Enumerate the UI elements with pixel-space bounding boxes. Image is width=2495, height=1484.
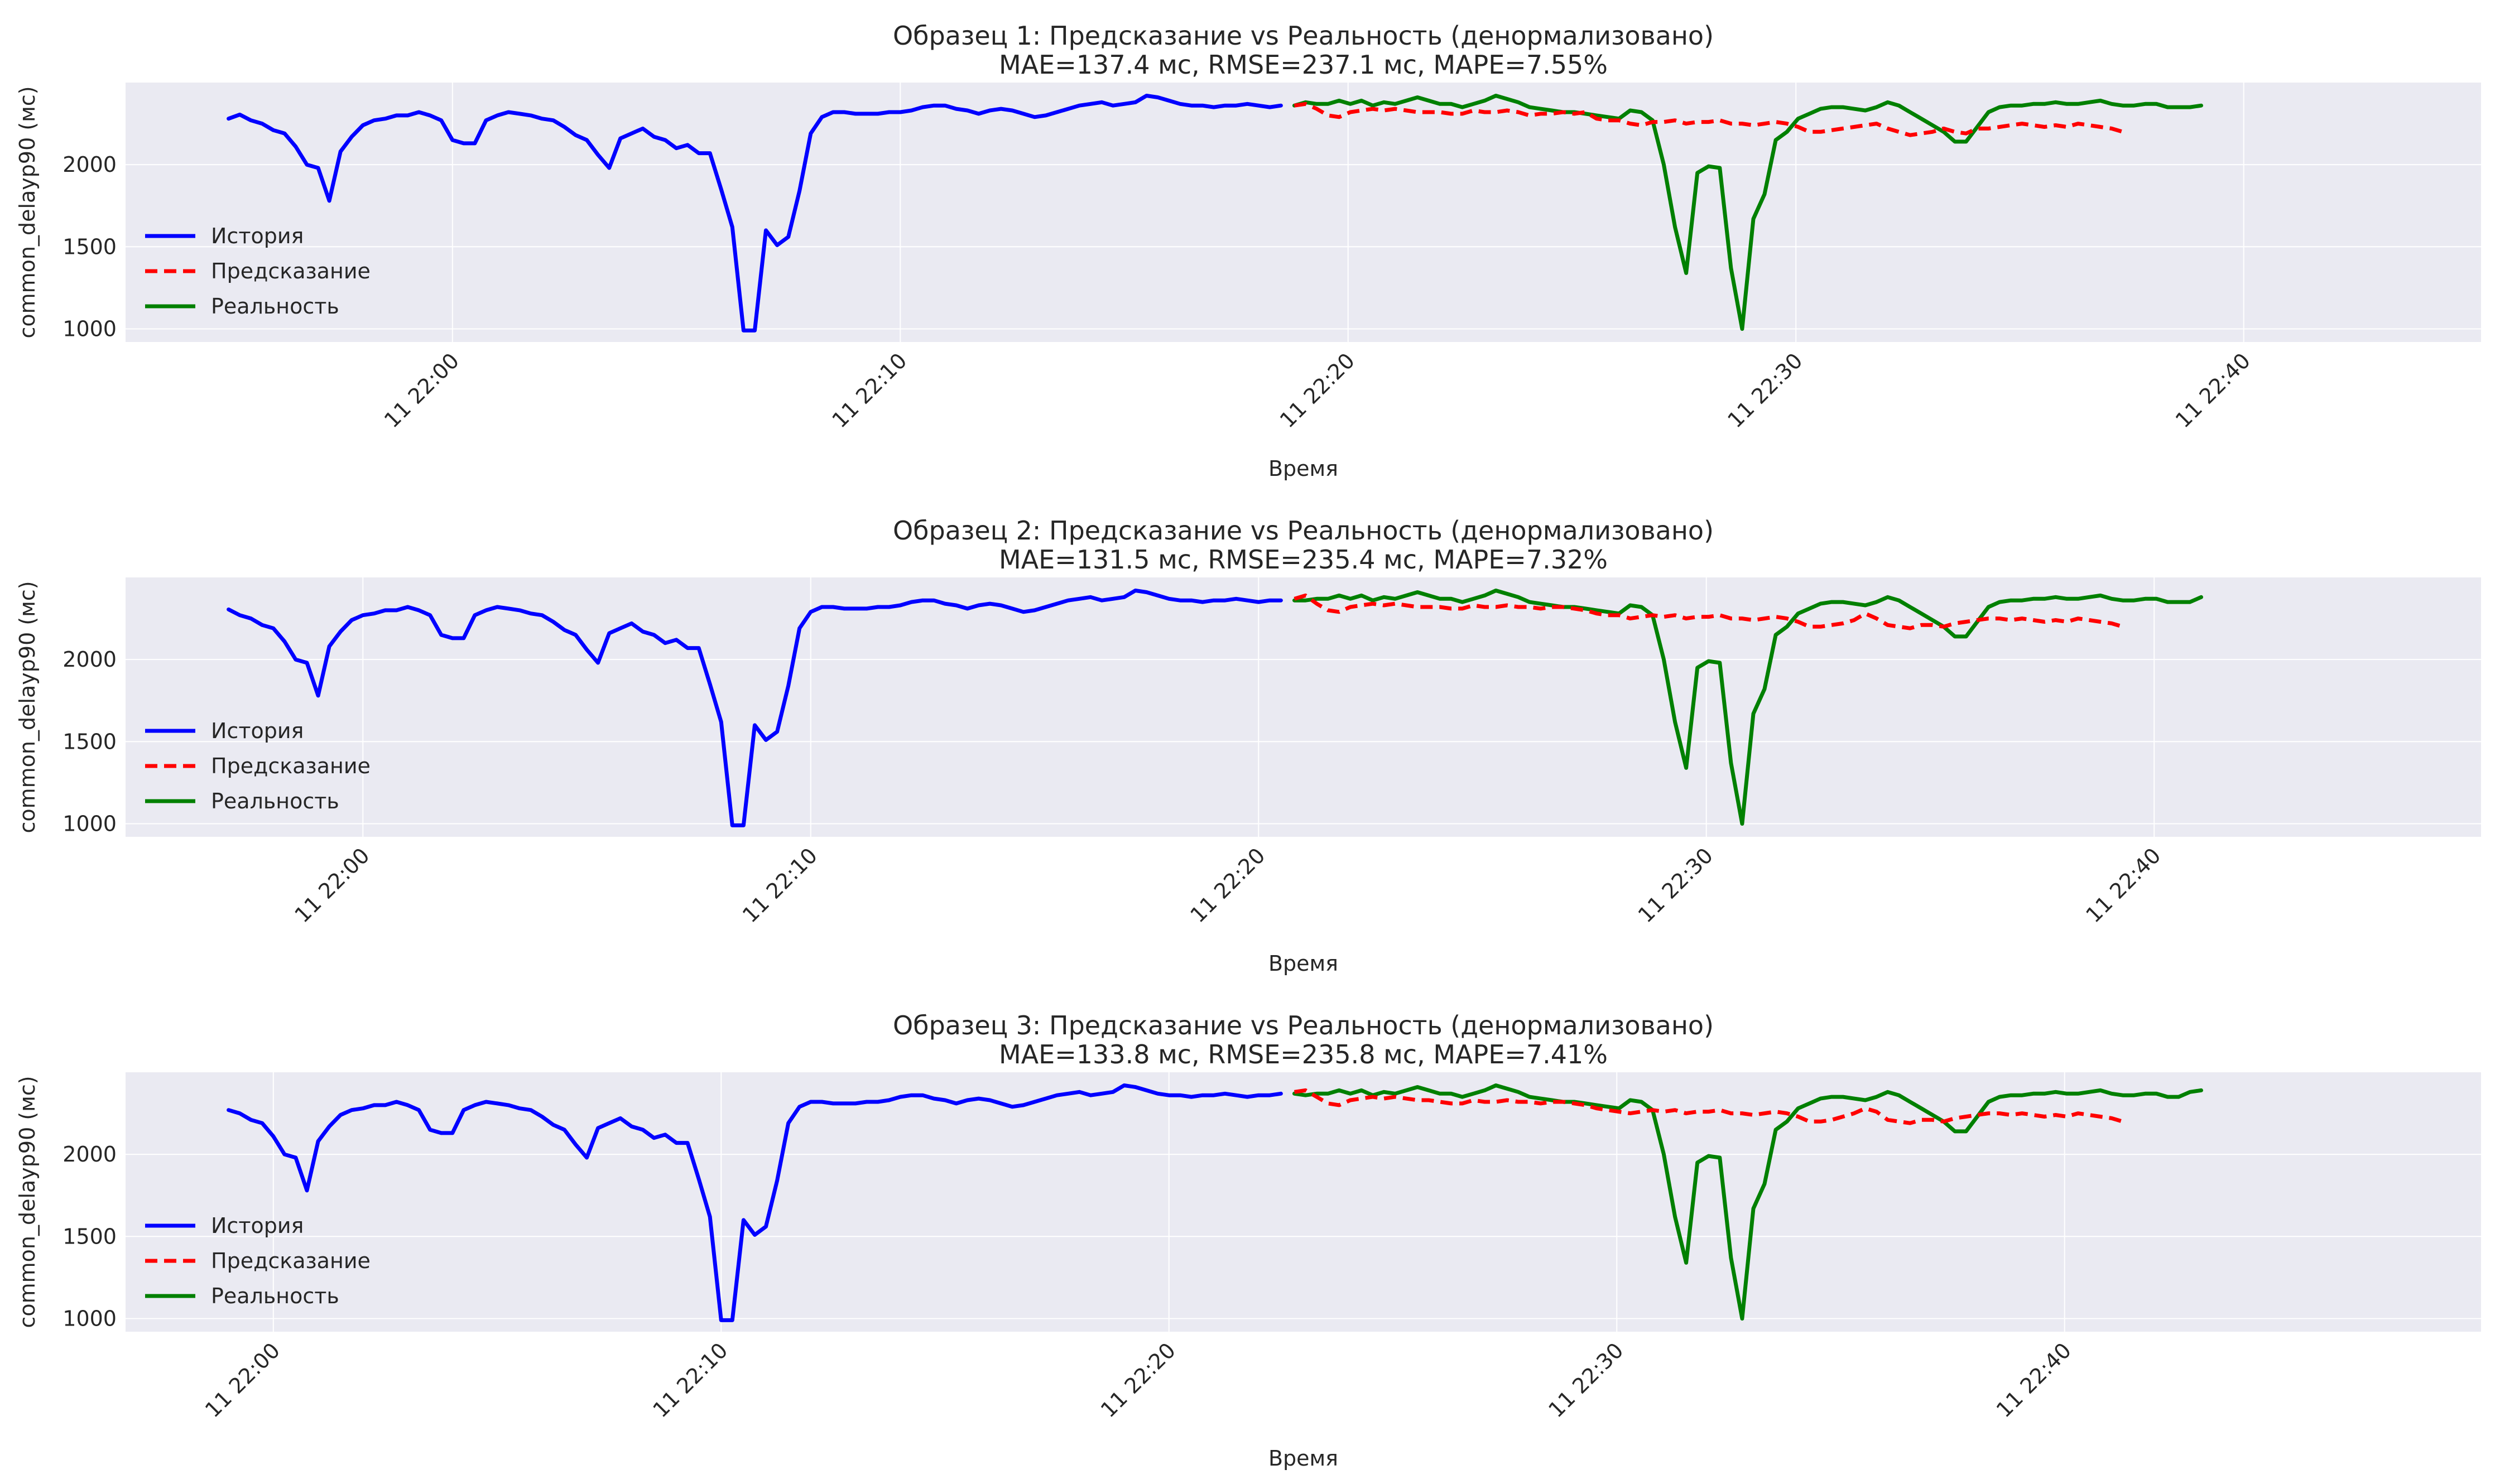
y-tick-label: 2000	[63, 152, 117, 177]
x-tick-label: 11 22:40	[1992, 1338, 2076, 1422]
y-tick-label: 1000	[63, 316, 117, 341]
chart-subtitle: MAE=133.8 мс, RMSE=235.8 мс, MAPE=7.41%	[999, 1039, 1608, 1069]
x-axis-label: Время	[1268, 951, 1338, 976]
series-line-1	[227, 94, 1283, 333]
y-tick-label: 1500	[63, 1224, 117, 1249]
subplot-3: Образец 3: Предсказание vs Реальность (д…	[15, 1010, 2481, 1471]
y-tick-label: 2000	[63, 647, 117, 672]
x-tick-label: 11 22:20	[1275, 348, 1359, 432]
series-line-3	[1292, 1083, 2203, 1321]
x-tick-label: 11 22:00	[379, 348, 464, 432]
x-tick-label: 11 22:30	[1544, 1338, 1628, 1422]
plot-area	[126, 1072, 2481, 1332]
legend-entry: Реальность	[211, 294, 339, 319]
plot-area	[126, 83, 2481, 342]
x-tick-label: 11 22:10	[648, 1338, 732, 1422]
x-tick-label: 11 22:30	[1633, 843, 1718, 927]
x-tick-label: 11 22:30	[1723, 348, 1807, 432]
series-line-2	[1294, 1088, 2123, 1125]
legend-entry: История	[211, 1213, 304, 1238]
y-tick-label: 1500	[63, 729, 117, 754]
x-tick-label: 11 22:10	[738, 843, 822, 927]
y-tick-label: 1500	[63, 234, 117, 259]
legend-entry: Реальность	[211, 789, 339, 813]
series-line-2	[1294, 102, 2123, 137]
x-tick-label: 11 22:20	[1185, 843, 1270, 927]
chart-title: Образец 1: Предсказание vs Реальность (д…	[893, 21, 1714, 51]
series-line-3	[1292, 589, 2203, 826]
y-axis-label: common_delayp90 (мс)	[15, 581, 40, 833]
chart-subtitle: MAE=137.4 мс, RMSE=237.1 мс, MAPE=7.55%	[999, 50, 1608, 80]
subplot-1: Образец 1: Предсказание vs Реальность (д…	[15, 21, 2481, 481]
legend-entry: Предсказание	[211, 259, 371, 283]
x-axis-label: Время	[1268, 1446, 1338, 1471]
x-axis-label: Время	[1268, 456, 1338, 481]
series-line-3	[1292, 94, 2203, 331]
series-line-1	[227, 1083, 1283, 1322]
y-tick-label: 1000	[63, 1306, 117, 1331]
x-tick-label: 11 22:40	[2171, 348, 2255, 432]
plot-area	[126, 577, 2481, 837]
series-line-1	[227, 589, 1283, 827]
x-tick-label: 11 22:00	[290, 843, 374, 927]
legend: История Предсказание Реальность	[145, 719, 371, 813]
x-tick-label: 11 22:20	[1096, 1338, 1180, 1422]
x-tick-label: 11 22:40	[2081, 843, 2165, 927]
legend-entry: Реальность	[211, 1284, 339, 1308]
legend: История Предсказание Реальность	[145, 1213, 371, 1308]
y-tick-label: 1000	[63, 811, 117, 836]
x-tick-label: 11 22:00	[200, 1338, 285, 1422]
y-tick-label: 2000	[63, 1142, 117, 1167]
legend-entry: История	[211, 719, 304, 743]
legend-entry: Предсказание	[211, 754, 371, 778]
legend: История Предсказание Реальность	[145, 224, 371, 319]
x-tick-label: 11 22:10	[827, 348, 911, 432]
chart-title: Образец 3: Предсказание vs Реальность (д…	[893, 1010, 1714, 1040]
y-axis-label: common_delayp90 (мс)	[15, 1076, 40, 1328]
series-line-2	[1294, 593, 2123, 630]
y-axis-label: common_delayp90 (мс)	[15, 86, 40, 338]
legend-entry: История	[211, 224, 304, 248]
chart-subtitle: MAE=131.5 мс, RMSE=235.4 мс, MAPE=7.32%	[999, 545, 1608, 575]
legend-entry: Предсказание	[211, 1249, 371, 1273]
chart-title: Образец 2: Предсказание vs Реальность (д…	[893, 515, 1714, 546]
subplot-2: Образец 2: Предсказание vs Реальность (д…	[15, 515, 2481, 976]
